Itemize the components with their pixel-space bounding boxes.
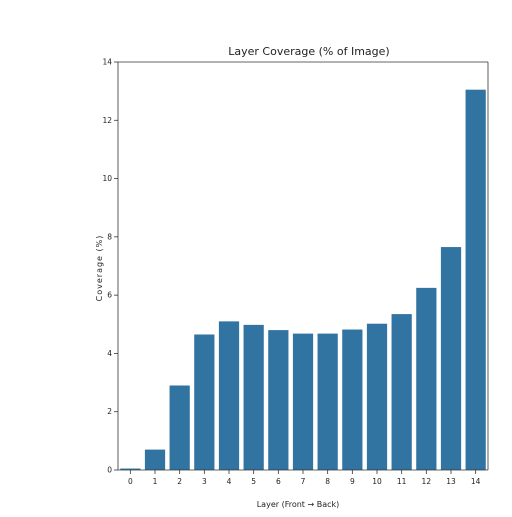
x-tick-label: 4 xyxy=(227,477,232,486)
chart-title: Layer Coverage (% of Image) xyxy=(228,45,389,58)
axes-frame xyxy=(117,61,489,471)
y-tick-label: 4 xyxy=(107,349,112,358)
x-tick-label: 7 xyxy=(301,477,306,486)
bar-layer-11 xyxy=(391,314,412,470)
bar-layer-7 xyxy=(292,333,314,470)
bar-layer-14 xyxy=(465,89,486,470)
bar-layer-9 xyxy=(342,329,363,470)
bar-layer-6 xyxy=(268,330,289,470)
x-tick-label: 1 xyxy=(153,477,158,486)
bar-layer-2 xyxy=(169,385,190,470)
bar-layer-12 xyxy=(416,287,437,470)
x-tick-label: 12 xyxy=(422,477,432,486)
y-axis-label: Coverage (%) xyxy=(95,235,104,302)
y-tick-label: 6 xyxy=(107,291,112,300)
x-tick-label: 6 xyxy=(276,477,281,486)
bar-layer-13 xyxy=(440,247,462,470)
y-tick-label: 10 xyxy=(102,174,112,183)
bar-layer-5 xyxy=(243,324,264,470)
x-tick-label: 2 xyxy=(177,477,182,486)
y-tick-label: 12 xyxy=(102,116,112,125)
y-tick-label: 8 xyxy=(107,232,112,241)
x-tick-label: 9 xyxy=(350,477,355,486)
bar-layer-4 xyxy=(218,321,240,470)
x-tick-label: 8 xyxy=(325,477,330,486)
x-tick-label: 14 xyxy=(471,477,481,486)
x-tick-label: 5 xyxy=(251,477,256,486)
x-tick-label: 13 xyxy=(446,477,456,486)
y-tick-label: 2 xyxy=(107,407,112,416)
y-tick-label: 0 xyxy=(107,466,112,475)
y-axis: 0 2 4 6 8 10 12 14 xyxy=(102,58,118,475)
x-axis-label: Layer (Front → Back) xyxy=(257,500,340,509)
x-axis: 0 1 2 3 4 5 6 7 8 9 10 11 12 13 14 xyxy=(128,470,481,486)
bar-layer-8 xyxy=(317,333,338,470)
x-tick-label: 11 xyxy=(397,477,407,486)
x-tick-label: 3 xyxy=(202,477,207,486)
bars-layer xyxy=(120,89,486,470)
x-tick-label: 10 xyxy=(372,477,382,486)
bar-layer-10 xyxy=(366,323,388,470)
x-tick-label: 0 xyxy=(128,477,133,486)
bar-layer-3 xyxy=(194,334,215,470)
bar-layer-1 xyxy=(144,449,166,470)
bar-layer-0 xyxy=(120,468,141,470)
y-tick-label: 14 xyxy=(102,58,112,67)
